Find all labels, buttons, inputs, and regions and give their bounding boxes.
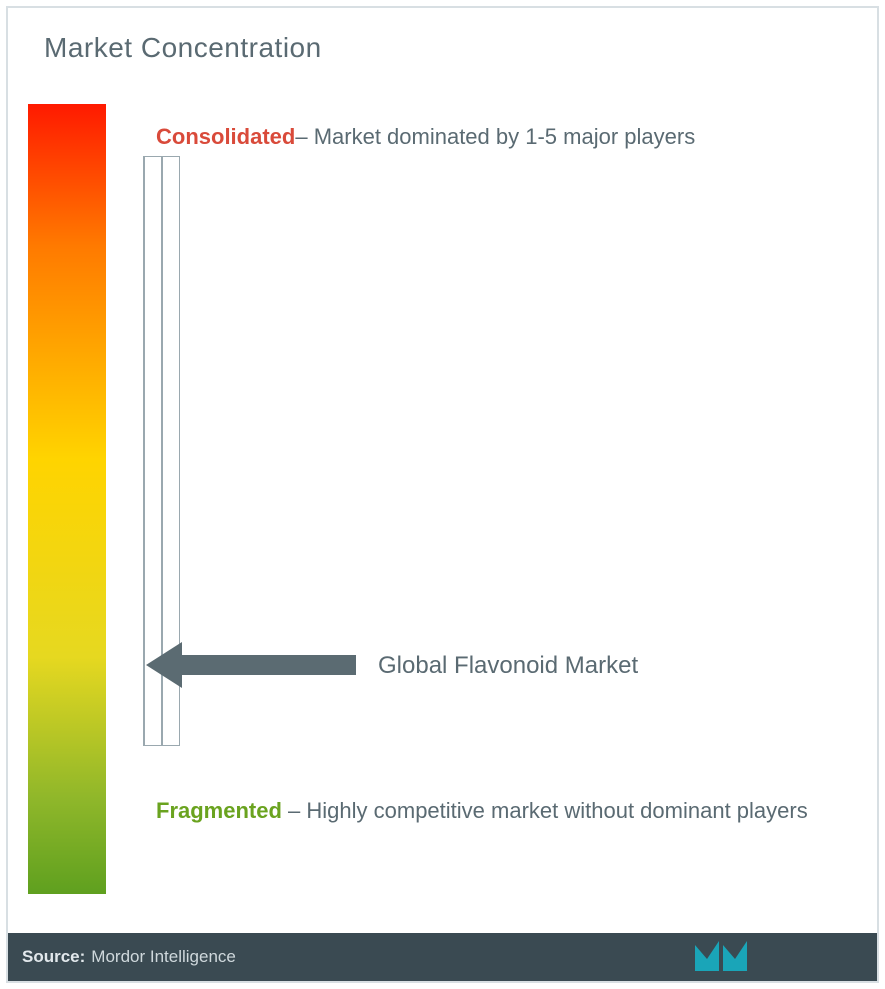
consolidated-description: Consolidated– Market dominated by 1-5 ma… <box>156 108 847 165</box>
chart-title: Market Concentration <box>44 32 322 64</box>
market-label: Global Flavonoid Market <box>378 652 638 680</box>
fragmented-description: Fragmented – Highly competitive market w… <box>156 782 847 839</box>
consolidated-label: Consolidated <box>156 124 295 149</box>
brand-logo-icon <box>693 939 749 973</box>
consolidated-text: – Market dominated by 1-5 major players <box>295 124 695 149</box>
fragmented-label: Fragmented <box>156 798 282 823</box>
source-value: Mordor Intelligence <box>91 947 236 967</box>
footer-bar: Source: Mordor Intelligence <box>8 933 877 981</box>
source-label: Source: <box>22 947 85 967</box>
chart-frame: Market Concentration Consolidated– Marke… <box>6 6 879 983</box>
marker-arrow-icon <box>146 642 356 688</box>
concentration-gradient-bar <box>28 104 106 894</box>
fragmented-text: – Highly competitive market without domi… <box>282 798 808 823</box>
